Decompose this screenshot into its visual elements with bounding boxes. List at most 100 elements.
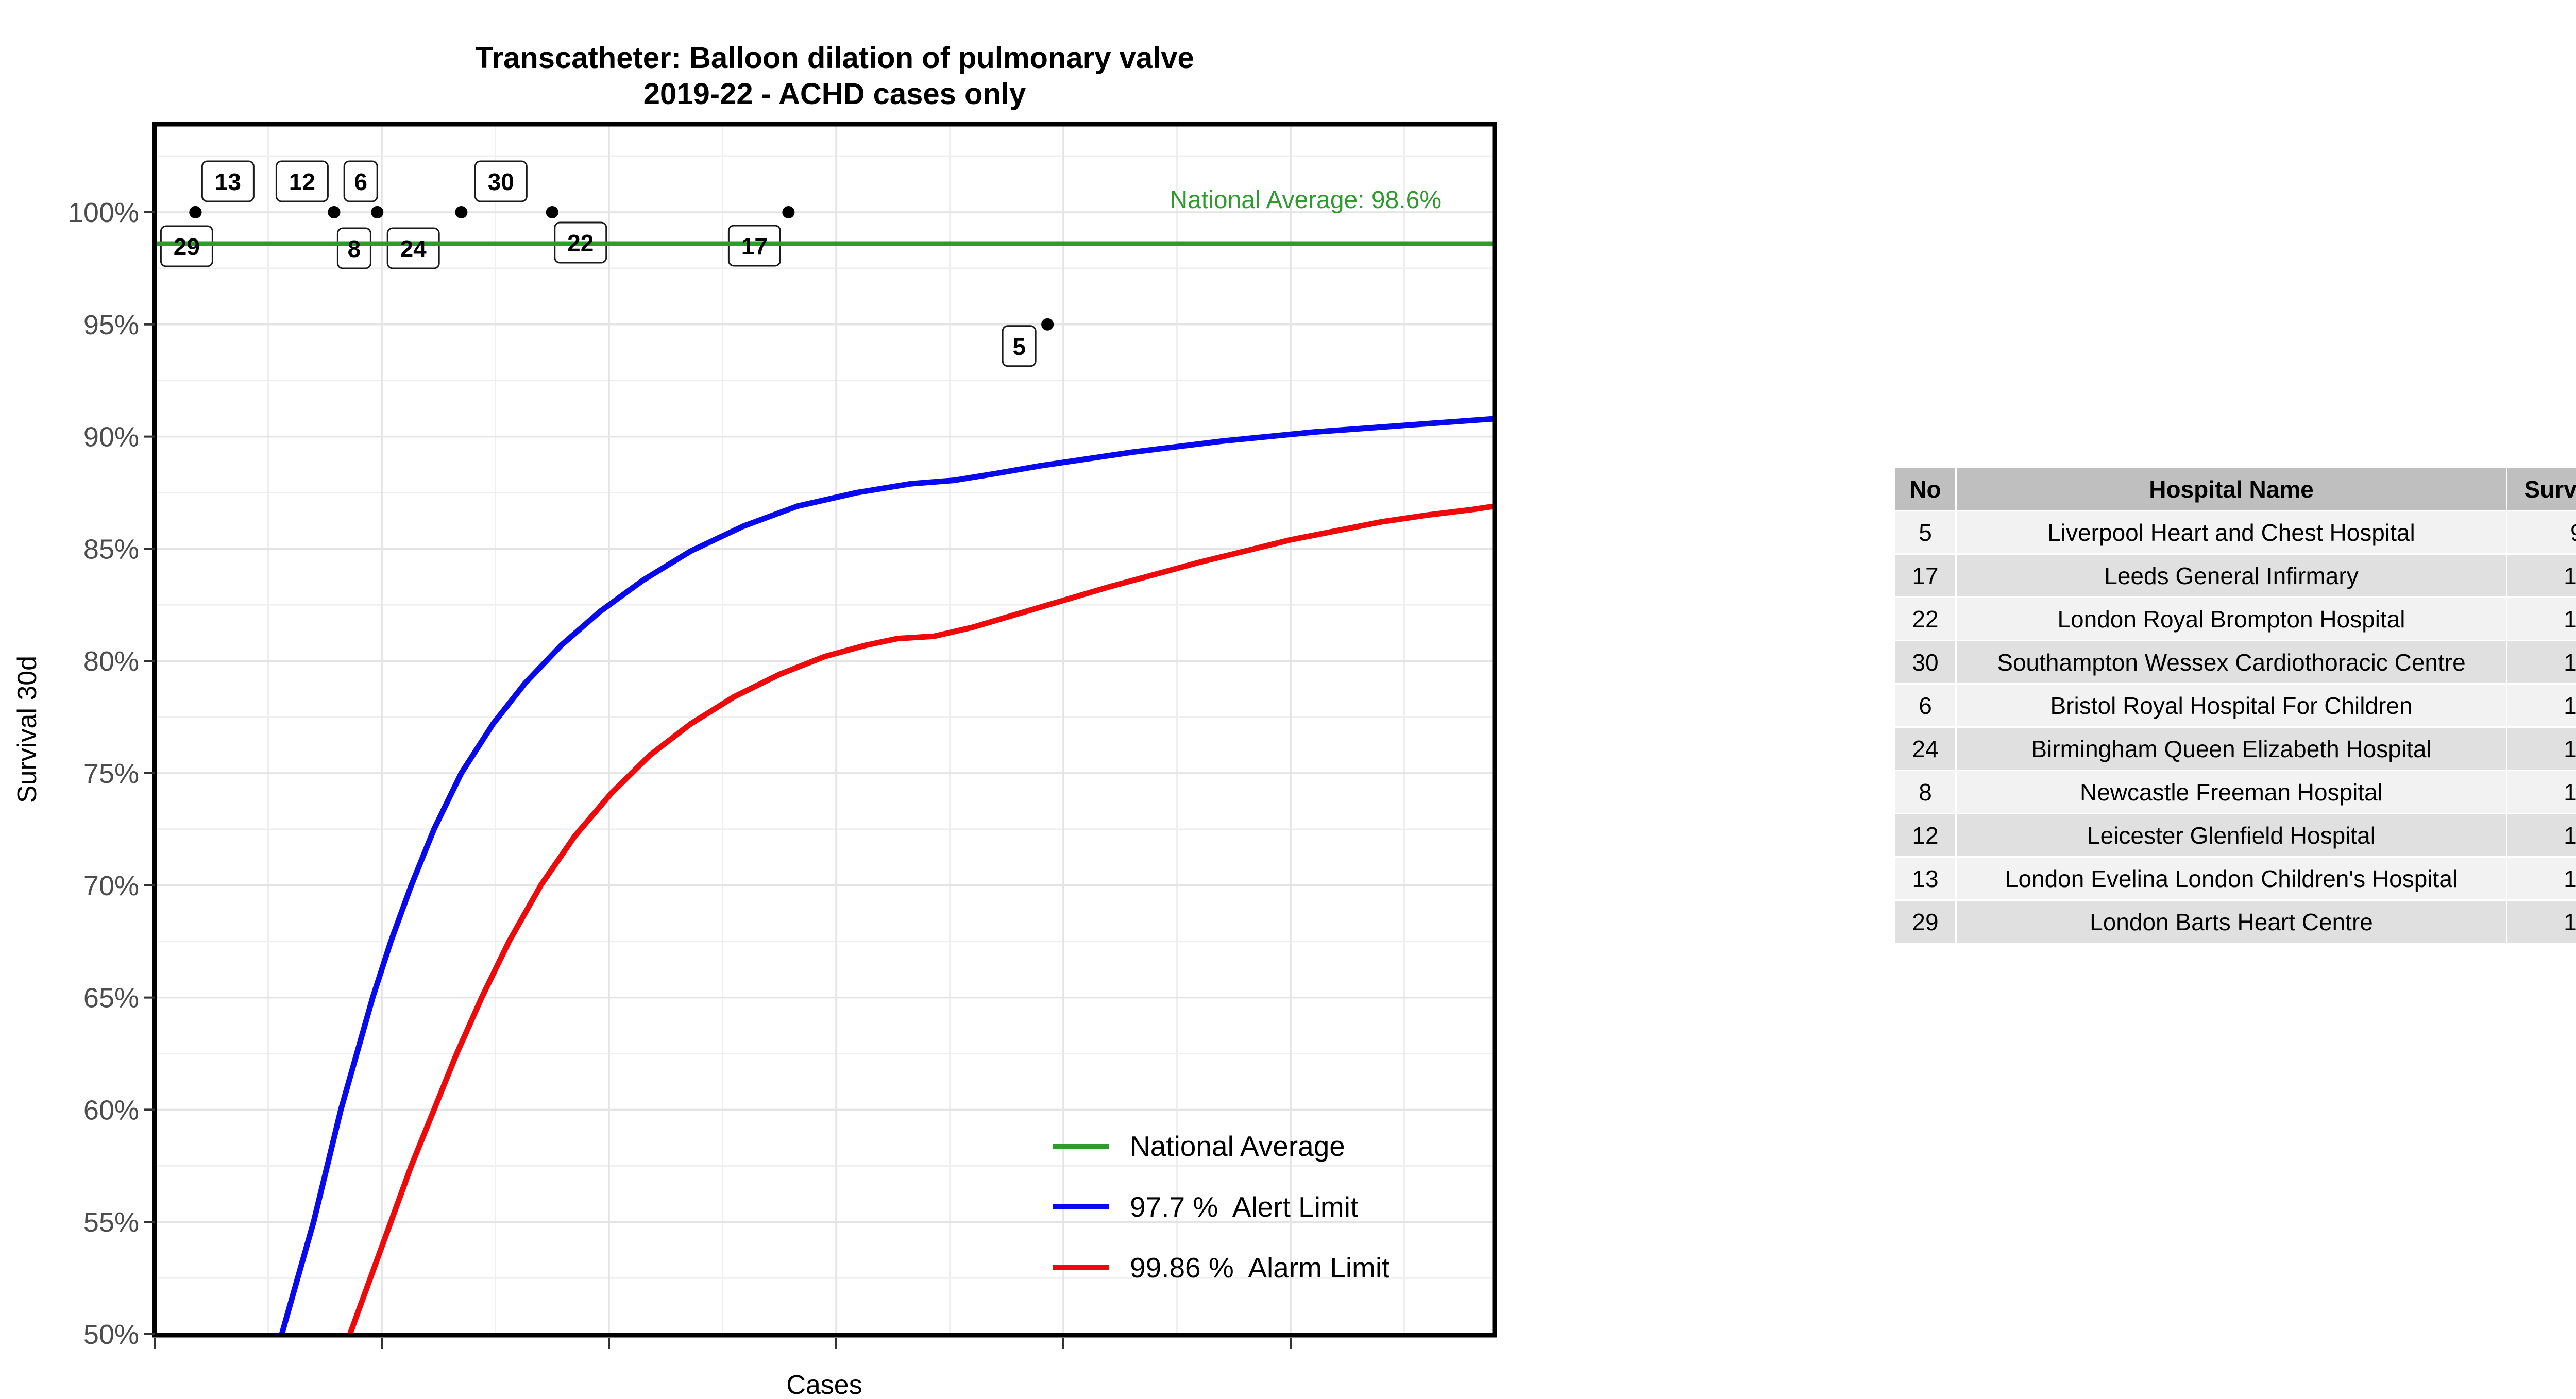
legend-label-0: National Average (1130, 1130, 1345, 1162)
table-cell: London Evelina London Children's Hospita… (1957, 858, 2506, 899)
table-cell: 24 (1895, 728, 1955, 770)
chart-title-line1: Transcatheter: Balloon dilation of pulmo… (475, 41, 1194, 75)
table-cell: 22 (1895, 598, 1955, 640)
legend: National Average 97.7 % Alert Limit 99.86 … (1053, 1130, 1389, 1284)
plot-panel-border (152, 122, 1497, 1338)
x-axis (154, 1338, 1292, 1349)
x-axis-title: Cases (786, 1370, 862, 1399)
hospital-label-12: 12 (289, 168, 315, 195)
data-point-24 (371, 206, 384, 218)
hospital-label-8: 8 (348, 235, 361, 262)
table-cell: 6 (1895, 685, 1955, 726)
table-header-survival-30d: Survival 30d (2507, 468, 2576, 510)
table-cell: 100% (2507, 901, 2576, 943)
legend-label-2: 99.86 % Alarm Limit (1130, 1252, 1389, 1284)
y-axis-title: Survival 30d (12, 656, 42, 803)
table-cell: Bristol Royal Hospital For Children (1957, 685, 2506, 726)
hospital-label-6: 6 (354, 168, 367, 195)
table-cell: 100% (2507, 555, 2576, 596)
y-axis: 100% 95% 90% 85% 80% 75% 70% 65% 60% 55% 50% (68, 197, 155, 1350)
hospital-label-22: 22 (567, 230, 594, 257)
hospital-label-box-24 (386, 227, 440, 269)
funnel-plot: 13 29 12 8 6 24 30 22 17 5 National Average: 98.6… (12, 41, 1497, 1399)
table-cell: 100% (2507, 598, 2576, 640)
hospital-label-box-12 (275, 160, 329, 202)
table-cell: 17 (1895, 555, 1955, 596)
y-tick-label: 90% (83, 422, 139, 453)
table-cell: London Barts Heart Centre (1957, 901, 2506, 943)
data-point-17 (782, 206, 795, 218)
hospital-label-texts: 13 29 12 8 6 24 30 22 17 5 (174, 168, 1026, 360)
alarm-limit-curve (347, 503, 1495, 1335)
table-cell: 13 (1895, 858, 1955, 899)
table-cell: 100% (2507, 685, 2576, 726)
hospital-label-17: 17 (741, 233, 768, 260)
hospital-label-box-29 (160, 225, 213, 267)
y-tick-label: 55% (83, 1207, 139, 1238)
alert-limit-curve (279, 416, 1495, 1335)
table-cell: 5 (1895, 511, 1955, 553)
table-cell: Birmingham Queen Elizabeth Hospital (1957, 728, 2506, 770)
table-cell: 100% (2507, 814, 2576, 856)
chart-title-line2: 2019-22 - ACHD cases only (643, 77, 1026, 111)
limit-curves (279, 416, 1495, 1335)
hospital-points (189, 206, 1054, 331)
data-point-22 (546, 206, 558, 218)
y-tick-label: 100% (68, 197, 139, 228)
table-cell: Leeds General Infirmary (1957, 555, 2506, 596)
table-cell: London Royal Brompton Hospital (1957, 598, 2506, 640)
legend-label-1: 97.7 % Alert Limit (1130, 1191, 1358, 1223)
table-cell: Leicester Glenfield Hospital (1957, 814, 2506, 856)
y-tick-label: 70% (83, 871, 139, 901)
hospital-label-box-13 (201, 160, 255, 202)
y-tick-label: 95% (83, 310, 139, 340)
table-cell: 95% (2507, 511, 2576, 553)
table-cell: 100% (2507, 858, 2576, 899)
table-cell: 100% (2507, 728, 2576, 770)
table-cell: 8 (1895, 771, 1955, 813)
hospital-label-5: 5 (1012, 333, 1026, 360)
table-row: 30 Southampton Wessex Cardiothoracic Cent… (1895, 641, 2576, 683)
y-tick-label: 80% (83, 646, 139, 677)
y-tick-label: 75% (83, 758, 139, 789)
table-cell: 100% (2507, 771, 2576, 813)
hospital-label-24: 24 (400, 235, 427, 262)
hospital-label-box-30 (474, 160, 528, 202)
hospital-label-box-6 (343, 160, 378, 202)
table-cell: 12 (1895, 814, 1955, 856)
table-row: 13 London Evelina London Children's Hospi… (1895, 858, 2576, 899)
table-cell: 29 (1895, 901, 1955, 943)
y-tick-label: 60% (83, 1095, 139, 1125)
y-tick-label: 85% (83, 534, 139, 565)
hospital-label-box-5 (1002, 325, 1037, 367)
y-tick-label: 65% (83, 983, 139, 1014)
table-header-hospital-name: Hospital Name (1957, 468, 2506, 510)
hospital-label-29: 29 (174, 233, 200, 260)
gridlines (155, 124, 1495, 1335)
table-cell: 100% (2507, 641, 2576, 683)
hospital-label-30: 30 (488, 168, 514, 195)
data-point-5 (1041, 318, 1054, 331)
hospital-label-box-8 (336, 227, 371, 269)
data-point-30 (455, 206, 468, 218)
data-point-29 (189, 206, 202, 218)
hospital-label-13: 13 (215, 168, 241, 195)
table-cell: Newcastle Freeman Hospital (1957, 771, 2506, 813)
y-tick-label: 50% (83, 1319, 139, 1350)
table-cell: Liverpool Heart and Chest Hospital (1957, 511, 2506, 553)
table-header-no: No (1895, 468, 1955, 510)
national-average-annotation: National Average: 98.6% (1170, 186, 1442, 214)
